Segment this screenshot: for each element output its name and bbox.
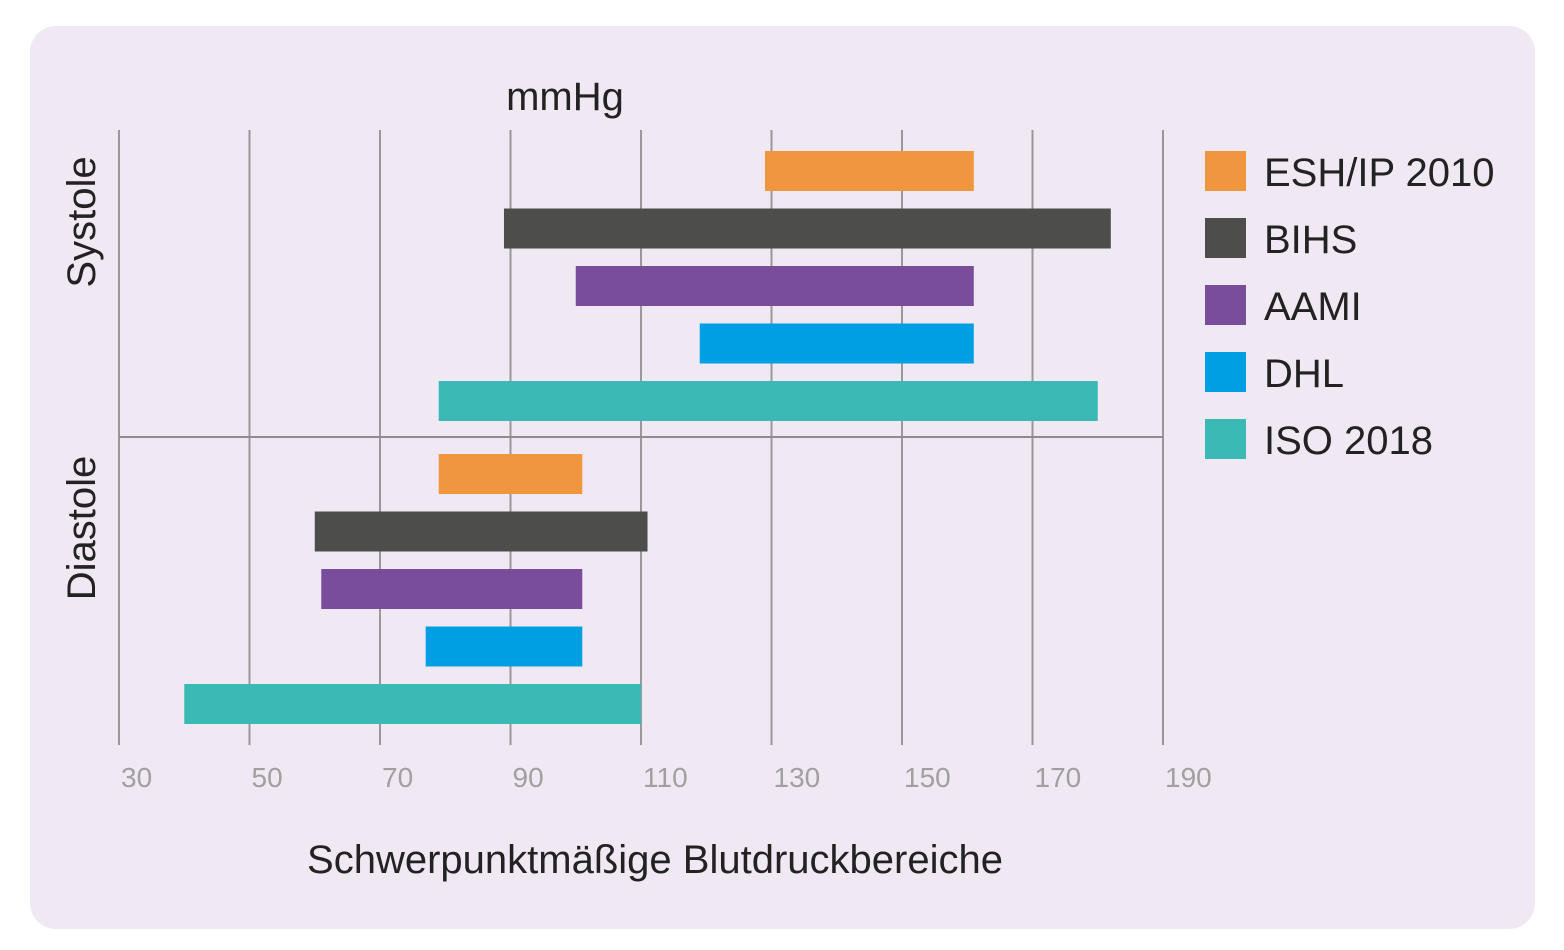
x-axis-label: Schwerpunktmäßige Blutdruckbereiche: [307, 838, 1003, 882]
bar-systole-dhl: [699, 323, 974, 364]
legend-swatch: [1205, 151, 1246, 191]
bar-diastole-iso-2018: [184, 684, 641, 724]
x-tick-label: 70: [382, 762, 413, 793]
bar-diastole-dhl: [425, 626, 583, 667]
x-tick-label: 50: [252, 762, 283, 793]
x-tick-label: 30: [121, 762, 152, 793]
legend-label: ISO 2018: [1264, 419, 1433, 463]
bar-diastole-aami: [321, 569, 583, 609]
bars: [184, 151, 1111, 724]
x-tick-label: 110: [643, 762, 688, 793]
legend-label: DHL: [1264, 352, 1344, 396]
bar-systole-bihs: [503, 208, 1111, 249]
x-tick-label: 190: [1165, 762, 1212, 793]
x-tick-label: 130: [774, 762, 821, 793]
bar-systole-aami: [575, 266, 974, 306]
legend-swatch: [1205, 352, 1246, 392]
group-label-systole: Systole: [60, 156, 104, 287]
legend-label: BIHS: [1264, 218, 1357, 262]
legend-label: AAMI: [1264, 285, 1362, 329]
bar-systole-iso-2018: [438, 381, 1098, 421]
group-label-diastole: Diastole: [60, 456, 104, 601]
group-labels: Systole Diastole: [60, 156, 104, 600]
bar-diastole-esh-ip-2010: [438, 454, 583, 494]
legend-swatch: [1205, 285, 1246, 325]
legend-label: ESH/IP 2010: [1264, 151, 1495, 195]
bar-systole-esh-ip-2010: [764, 151, 974, 191]
x-tick-label: 170: [1035, 762, 1082, 793]
x-tick-label: 150: [904, 762, 951, 793]
bar-diastole-bihs: [314, 511, 648, 552]
x-tick-labels: 30 50 70 90 110 130 150 170 190: [121, 762, 1212, 793]
x-tick-label: 90: [513, 762, 544, 793]
legend-swatch: [1205, 419, 1246, 459]
unit-label: mmHg: [506, 75, 624, 119]
legend-swatch: [1205, 218, 1246, 258]
legend: ESH/IP 2010 BIHS AAMI DHL ISO 2018: [1205, 151, 1495, 463]
